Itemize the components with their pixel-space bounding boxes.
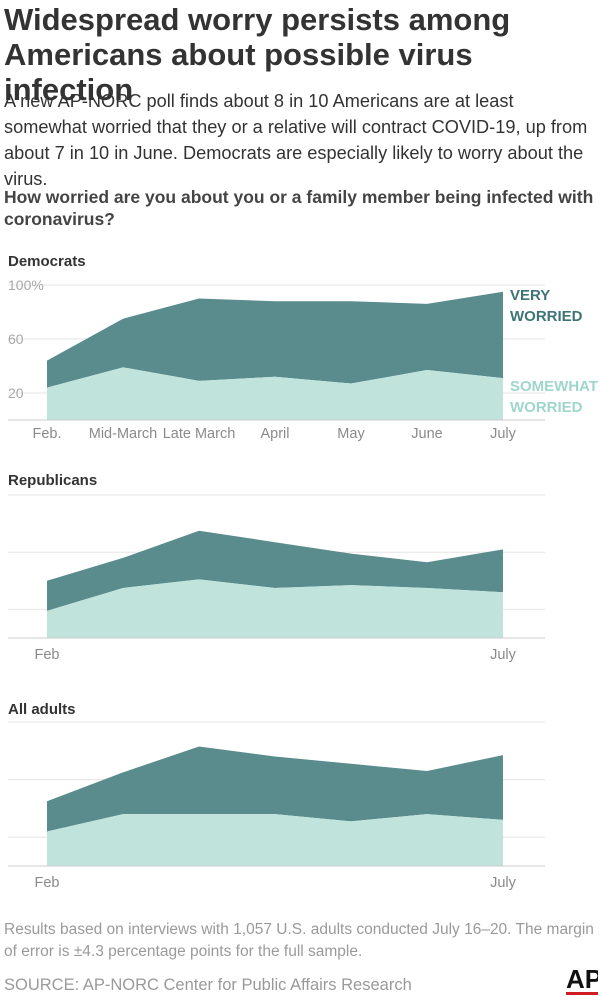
y-tick-label: 20 (8, 385, 24, 401)
x-tick-label: Feb. (32, 426, 61, 442)
ap-logo-text: AP (566, 964, 598, 994)
series-label-very-worried: VERY (510, 287, 550, 304)
area-somewhat-worried (47, 367, 503, 420)
x-tick-label: May (337, 426, 365, 442)
chart-subtitle: A new AP-NORC poll finds about 8 in 10 A… (4, 91, 588, 189)
x-tick-label: Feb (35, 875, 60, 891)
series-label-somewhat-worried: WORRIED (510, 399, 583, 416)
panel-title: Republicans (8, 472, 97, 489)
x-tick-label: July (490, 647, 517, 663)
series-label-somewhat-worried: SOMEWHAT (510, 378, 598, 395)
methodology-note: Results based on interviews with 1,057 U… (4, 921, 594, 960)
panel-all-adults: All adults Feb July (8, 701, 545, 891)
area-very-worried (47, 530, 503, 611)
x-tick-label: Mid-March (89, 426, 157, 442)
ap-logo-bar (566, 992, 598, 995)
x-tick-label: April (260, 426, 289, 442)
area-somewhat-worried (47, 814, 503, 866)
x-tick-label: Feb (35, 647, 60, 663)
chart-title: Widespread worry persists among American… (4, 2, 511, 107)
panel-republicans: Republicans Feb July (8, 472, 545, 663)
area-very-worried (47, 291, 503, 388)
survey-question: How worried are you about you or a famil… (4, 187, 594, 229)
x-tick-label: June (411, 426, 442, 442)
ap-logo: AP (566, 964, 598, 995)
panel-democrats: Democrats 20 60 100% Feb. Mid-March Late March… (8, 253, 598, 442)
y-tick-label: 100% (8, 277, 44, 293)
panel-title: All adults (8, 701, 76, 718)
area-very-worried (47, 746, 503, 832)
series-label-very-worried: WORRIED (510, 308, 583, 325)
y-tick-label: 60 (8, 331, 24, 347)
area-somewhat-worried (47, 579, 503, 638)
x-tick-label: July (490, 426, 517, 442)
source-line: SOURCE: AP-NORC Center for Public Affair… (4, 976, 412, 994)
panel-title: Democrats (8, 253, 86, 270)
x-tick-label: July (490, 875, 517, 891)
x-tick-label: Late March (163, 426, 236, 442)
